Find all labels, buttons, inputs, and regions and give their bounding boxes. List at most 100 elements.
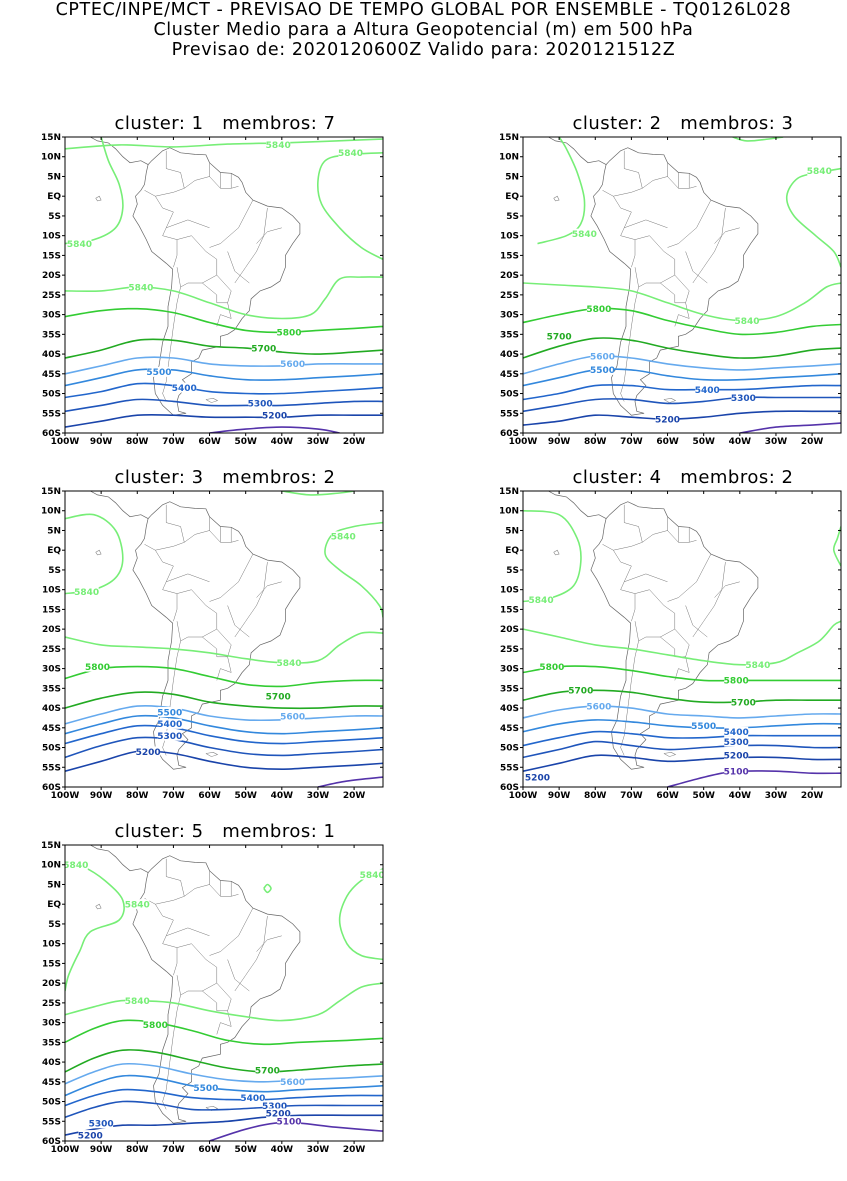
lon-tick-label: 60W [198, 1145, 221, 1155]
contour-label-bg [78, 1130, 103, 1141]
lon-tick-label: 80W [126, 437, 149, 447]
lat-tick-label: 40S [500, 350, 519, 360]
contour-label: 5700 [266, 693, 291, 703]
lon-tick-label: 70W [620, 437, 643, 447]
lat-tick-label: 35S [42, 684, 61, 694]
lon-tick-label: 70W [162, 791, 185, 801]
country-border [162, 286, 181, 402]
coastline-central-america [90, 137, 149, 165]
country-border [227, 251, 250, 284]
contour-label: 5840 [125, 997, 150, 1007]
coastline [132, 147, 301, 416]
contour-5840 [65, 631, 383, 664]
contour-label: 5300 [248, 400, 273, 410]
lat-tick-label: 5N [47, 172, 61, 182]
figure-header: CPTEC/INPE/MCT - PREVISAO DE TEMPO GLOBA… [0, 0, 847, 60]
contour-label: 5700 [251, 344, 276, 354]
contour-label-bg [266, 139, 291, 150]
contour-label: 5840 [745, 661, 770, 671]
contour-label: 5500 [193, 1084, 218, 1094]
contour-label: 5400 [724, 728, 749, 738]
lon-tick-label: 80W [126, 1145, 149, 1155]
contour-5840 [324, 521, 383, 618]
lat-tick-label: 20S [42, 979, 61, 989]
contour-label: 5840 [266, 141, 291, 151]
contour-label: 5840 [572, 230, 597, 240]
country-border [155, 176, 239, 197]
country-border [166, 927, 210, 937]
lat-tick-label: 40S [42, 1058, 61, 1068]
contour-label: 5300 [262, 1102, 287, 1112]
contour-label-bg [280, 358, 305, 369]
lon-tick-label: 50W [234, 437, 257, 447]
contour-label-bg [146, 366, 171, 377]
lat-tick-label: 15S [500, 605, 519, 615]
lat-tick-label: 10N [41, 861, 61, 871]
lat-tick-label: 60S [42, 783, 61, 793]
coastline [132, 855, 301, 1124]
country-border [176, 235, 218, 288]
map-panel: 5840 5840 5800 5800 5700 5700 5600 5500 54005300… [499, 487, 842, 801]
contour-5840 [732, 137, 784, 142]
lon-tick-label: 60W [198, 437, 221, 447]
contour-5840 [523, 620, 841, 666]
lon-tick-label: 50W [692, 791, 715, 801]
contour-label: 5840 [277, 659, 302, 669]
contour-5200 [65, 413, 383, 428]
country-border [144, 544, 178, 622]
contour-label-bg [338, 147, 363, 158]
country-border [165, 504, 185, 543]
lat-tick-label: 50S [42, 390, 61, 400]
lat-tick-label: 55S [42, 409, 61, 419]
country-border [624, 219, 668, 229]
contour-label-bg [85, 661, 110, 672]
country-border [620, 640, 639, 756]
falkland-islands [663, 397, 677, 403]
contour-label-bg [172, 382, 197, 393]
contour-label: 5840 [735, 317, 760, 327]
lon-tick-label: 90W [548, 437, 571, 447]
country-border [216, 656, 232, 681]
lat-tick-label: 15S [500, 251, 519, 261]
panel-title: cluster: 5 membros: 1 [114, 821, 336, 842]
contour-label: 5500 [590, 366, 615, 376]
contour-label-bg [731, 697, 756, 708]
contour-label: 5700 [255, 1066, 280, 1076]
contour-5600 [65, 1062, 383, 1085]
contour-label-bg [255, 1064, 280, 1075]
lat-tick-label: 45S [42, 724, 61, 734]
lat-tick-label: 15S [42, 959, 61, 969]
contour-label-bg [655, 414, 680, 425]
contour-5840 [65, 513, 124, 595]
country-border [256, 935, 282, 952]
lon-tick-label: 80W [126, 791, 149, 801]
contour-label-bg [157, 718, 182, 729]
lat-tick-label: 40S [42, 350, 61, 360]
coastline-central-america [90, 491, 149, 519]
contour-label: 5500 [691, 722, 716, 732]
contour-5840 [263, 883, 272, 894]
contour-label-bg [568, 685, 593, 696]
contour-label-bg [125, 995, 150, 1006]
contour-5300 [523, 396, 841, 413]
contour-5600 [523, 705, 841, 719]
country-border [209, 907, 254, 956]
falkland-islands [205, 751, 219, 757]
contour-5700 [65, 338, 383, 359]
contour-label-bg [280, 1076, 305, 1087]
lat-tick-label: 60S [42, 1137, 61, 1147]
lat-tick-label: 15N [41, 133, 61, 143]
contour-label-bg [67, 238, 92, 249]
country-border [202, 628, 232, 658]
contour-label-bg [807, 165, 832, 176]
contour-label-bg [65, 859, 88, 870]
lat-tick-label: 50S [42, 744, 61, 754]
lon-tick-label: 20W [343, 791, 366, 801]
contour-label-bg [724, 750, 749, 761]
country-border [155, 530, 239, 551]
map-panel: 5840584058405840580057005600550054005300… [41, 841, 384, 1155]
country-border [144, 898, 178, 976]
lat-tick-label: EQ [47, 900, 61, 910]
contour-label: 5300 [157, 732, 182, 742]
country-border [166, 219, 210, 229]
